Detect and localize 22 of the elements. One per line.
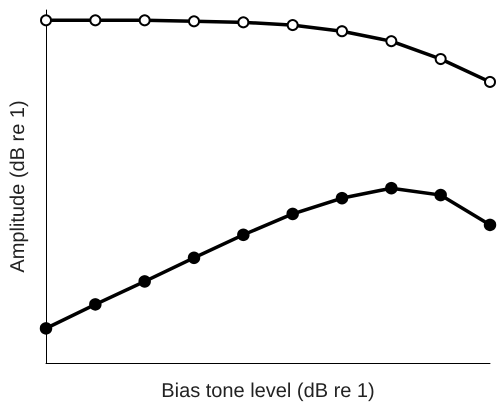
x-axis-title: Bias tone level (dB re 1): [161, 380, 375, 402]
point: [237, 16, 250, 28]
y-axis-title: Amplitude (dB re 1): [7, 100, 29, 273]
point: [188, 252, 200, 264]
point: [286, 19, 299, 32]
point: [188, 15, 200, 28]
point: [40, 14, 52, 26]
point: [385, 182, 398, 194]
point: [434, 53, 447, 66]
point: [40, 322, 52, 335]
point: [484, 218, 496, 232]
point: [484, 76, 496, 88]
point: [336, 192, 348, 204]
point: [434, 188, 447, 202]
point: [138, 275, 151, 288]
point: [138, 14, 151, 26]
point: [336, 25, 348, 38]
point: [89, 298, 102, 311]
point: [286, 208, 299, 220]
point: [89, 14, 102, 26]
point: [385, 35, 398, 48]
point: [237, 228, 250, 242]
